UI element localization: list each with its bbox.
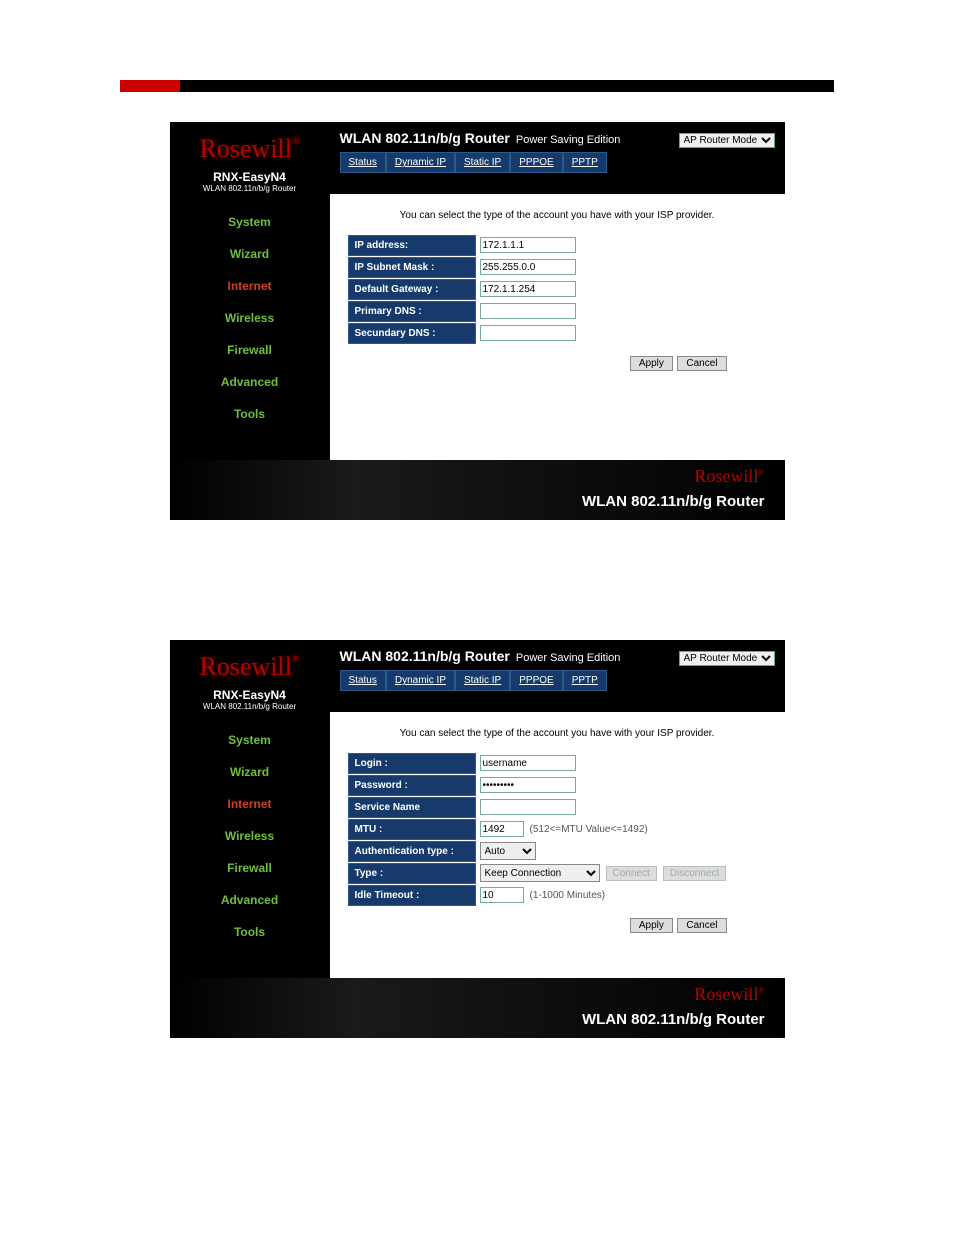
apply-button[interactable]: Apply (630, 356, 673, 371)
cancel-button[interactable]: Cancel (677, 918, 726, 933)
label-auth-type: Authentication type : (348, 841, 476, 862)
label-login: Login : (348, 753, 476, 774)
label-ip-subnet-mask--: IP Subnet Mask : (348, 257, 476, 278)
sidebar-item-system[interactable]: System (170, 724, 330, 756)
footer-logo: Rosewill® (694, 984, 764, 1005)
tab-static-ip[interactable]: Static IP (455, 670, 510, 691)
tab-dynamic-ip[interactable]: Dynamic IP (386, 670, 455, 691)
content-pane: You can select the type of the account y… (330, 712, 785, 978)
service-name-input[interactable] (480, 799, 576, 815)
sidebar-item-label: Tools (234, 925, 265, 939)
mtu-hint: (512<=MTU Value<=1492) (530, 824, 648, 835)
connection-type-select[interactable]: Keep Connection (480, 864, 600, 882)
label-idle-timeout: Idle Timeout : (348, 885, 476, 906)
sidebar-item-label: Wizard (230, 765, 269, 779)
login-input[interactable] (480, 755, 576, 771)
input-ip-subnet-mask--[interactable] (480, 259, 576, 275)
tab-pptp[interactable]: PPTP (563, 670, 607, 691)
sidebar-item-tools[interactable]: Tools (170, 398, 330, 430)
input-primary-dns--[interactable] (480, 303, 576, 319)
topbar-red (120, 80, 180, 92)
footer-text: WLAN 802.11n/b/g Router (582, 493, 765, 510)
brand-logo: Rosewill® (170, 640, 330, 688)
tab-status[interactable]: Status (340, 670, 386, 691)
sidebar-item-wireless[interactable]: Wireless (170, 820, 330, 852)
doc-topbar (120, 80, 834, 92)
model-label: RNX-EasyN4 WLAN 802.11n/b/g Router (170, 170, 330, 194)
footer: Rosewill® WLAN 802.11n/b/g Router (170, 460, 785, 520)
sidebar-item-label: Wireless (225, 829, 274, 843)
tab-dynamic-ip[interactable]: Dynamic IP (386, 152, 455, 173)
sidebar-item-label: Wizard (230, 247, 269, 261)
sidebar-item-label: Internet (227, 279, 271, 293)
tab-pppoe[interactable]: PPPOE (510, 152, 562, 173)
sidebar-item-label: Advanced (221, 893, 278, 907)
password-input[interactable] (480, 777, 576, 793)
label-service-name: Service Name (348, 797, 476, 818)
intro-text: You can select the type of the account y… (348, 724, 767, 753)
disconnect-button[interactable]: Disconnect (663, 866, 726, 881)
sidebar-item-firewall[interactable]: Firewall (170, 852, 330, 884)
sidebar-item-label: Advanced (221, 375, 278, 389)
sidebar-item-label: Internet (227, 797, 271, 811)
brand-logo: Rosewill® (170, 122, 330, 170)
idle-hint: (1-1000 Minutes) (530, 890, 606, 901)
sidebar-item-internet[interactable]: Internet (170, 270, 330, 302)
mode-select-wrap: AP Router Mode (679, 130, 775, 148)
auth-type-select[interactable]: Auto (480, 842, 536, 860)
router-screenshot-2: AP Router Mode Rosewill® RNX-EasyN4 WLAN… (170, 640, 785, 1038)
sidebar: System Wizard Internet Wireless Firewall Adva… (170, 194, 330, 460)
label-type: Type : (348, 863, 476, 884)
sidebar-item-wireless[interactable]: Wireless (170, 302, 330, 334)
sidebar-item-advanced[interactable]: Advanced (170, 366, 330, 398)
sidebar-item-label: Wireless (225, 311, 274, 325)
label-default-gateway--: Default Gateway : (348, 279, 476, 300)
tab-pppoe[interactable]: PPPOE (510, 670, 562, 691)
sidebar-item-firewall[interactable]: Firewall (170, 334, 330, 366)
label-password: Password : (348, 775, 476, 796)
footer-text: WLAN 802.11n/b/g Router (582, 1011, 765, 1028)
input-ip-address-[interactable] (480, 237, 576, 253)
sidebar-item-label: System (228, 215, 271, 229)
mtu-input[interactable] (480, 821, 524, 837)
label-ip-address-: IP address: (348, 235, 476, 256)
content-pane: You can select the type of the account y… (330, 194, 785, 460)
input-secundary-dns--[interactable] (480, 325, 576, 341)
sidebar-item-wizard[interactable]: Wizard (170, 238, 330, 270)
sidebar-item-advanced[interactable]: Advanced (170, 884, 330, 916)
sidebar-item-label: Tools (234, 407, 265, 421)
idle-timeout-input[interactable] (480, 887, 524, 903)
mode-select-wrap: AP Router Mode (679, 648, 775, 666)
cancel-button[interactable]: Cancel (677, 356, 726, 371)
sidebar-item-wizard[interactable]: Wizard (170, 756, 330, 788)
input-default-gateway--[interactable] (480, 281, 576, 297)
sidebar-item-system[interactable]: System (170, 206, 330, 238)
label-primary-dns--: Primary DNS : (348, 301, 476, 322)
label-secundary-dns--: Secundary DNS : (348, 323, 476, 344)
sidebar-item-label: System (228, 733, 271, 747)
intro-text: You can select the type of the account y… (348, 206, 767, 235)
mode-select[interactable]: AP Router Mode (679, 133, 775, 148)
footer-logo: Rosewill® (694, 466, 764, 487)
connect-button[interactable]: Connect (606, 866, 657, 881)
tab-bar: Status Dynamic IP Static IP PPPOE PPTP (330, 670, 785, 691)
sidebar: System Wizard Internet Wireless Firewall Adva… (170, 712, 330, 978)
sidebar-item-label: Firewall (227, 861, 272, 875)
tab-bar: Status Dynamic IP Static IP PPPOE PPTP (330, 152, 785, 173)
router-screenshot-1: AP Router Mode Rosewill® RNX-EasyN4 WLAN… (170, 122, 785, 520)
footer: Rosewill® WLAN 802.11n/b/g Router (170, 978, 785, 1038)
label-mtu: MTU : (348, 819, 476, 840)
sidebar-item-internet[interactable]: Internet (170, 788, 330, 820)
tab-static-ip[interactable]: Static IP (455, 152, 510, 173)
mode-select[interactable]: AP Router Mode (679, 651, 775, 666)
apply-button[interactable]: Apply (630, 918, 673, 933)
sidebar-item-label: Firewall (227, 343, 272, 357)
model-label: RNX-EasyN4 WLAN 802.11n/b/g Router (170, 688, 330, 712)
tab-pptp[interactable]: PPTP (563, 152, 607, 173)
sidebar-item-tools[interactable]: Tools (170, 916, 330, 948)
tab-status[interactable]: Status (340, 152, 386, 173)
